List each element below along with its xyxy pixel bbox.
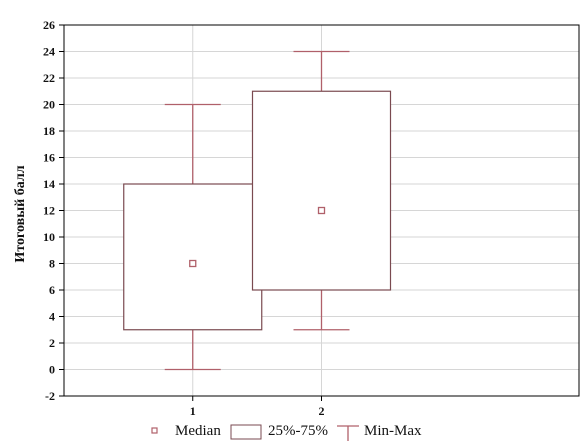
y-tick-label: 2 (49, 336, 55, 350)
legend-median-marker (151, 427, 158, 434)
y-tick-label: 22 (43, 71, 55, 85)
y-tick-label: 24 (43, 45, 55, 59)
legend-box-swatch (230, 424, 262, 440)
y-tick-label: 0 (49, 363, 55, 377)
legend-median-label: Median (175, 423, 221, 439)
median-marker (189, 259, 197, 268)
y-tick-label: 4 (49, 310, 55, 324)
x-tick-label: 2 (319, 404, 325, 418)
y-tick-label: 14 (43, 177, 55, 191)
legend-box-label: 25%-75% (268, 423, 328, 439)
y-tick-label: 12 (43, 204, 55, 218)
y-tick-label: 16 (43, 151, 55, 165)
y-tick-label: 8 (49, 257, 55, 271)
box-group (123, 103, 263, 371)
x-tick-label: 1 (190, 404, 196, 418)
y-tick-label: 10 (43, 230, 55, 244)
boxes (123, 50, 392, 371)
y-tick-label: 18 (43, 124, 55, 138)
y-axis-label: Итоговый балл (13, 165, 28, 262)
y-tick-label: 20 (43, 98, 55, 112)
iqr-box (123, 183, 263, 331)
legend-whisker-icon (337, 425, 359, 441)
y-tick-label: 26 (43, 18, 55, 32)
y-tick-label: 6 (49, 283, 55, 297)
median-marker (317, 206, 326, 215)
plot-frame (63, 24, 580, 397)
legend: Median 25%-75% Min-Max (151, 423, 422, 441)
y-tick-label: -2 (45, 389, 55, 403)
iqr-box (251, 90, 392, 291)
legend-whisker-label: Min-Max (364, 423, 422, 439)
box-group (251, 50, 392, 331)
